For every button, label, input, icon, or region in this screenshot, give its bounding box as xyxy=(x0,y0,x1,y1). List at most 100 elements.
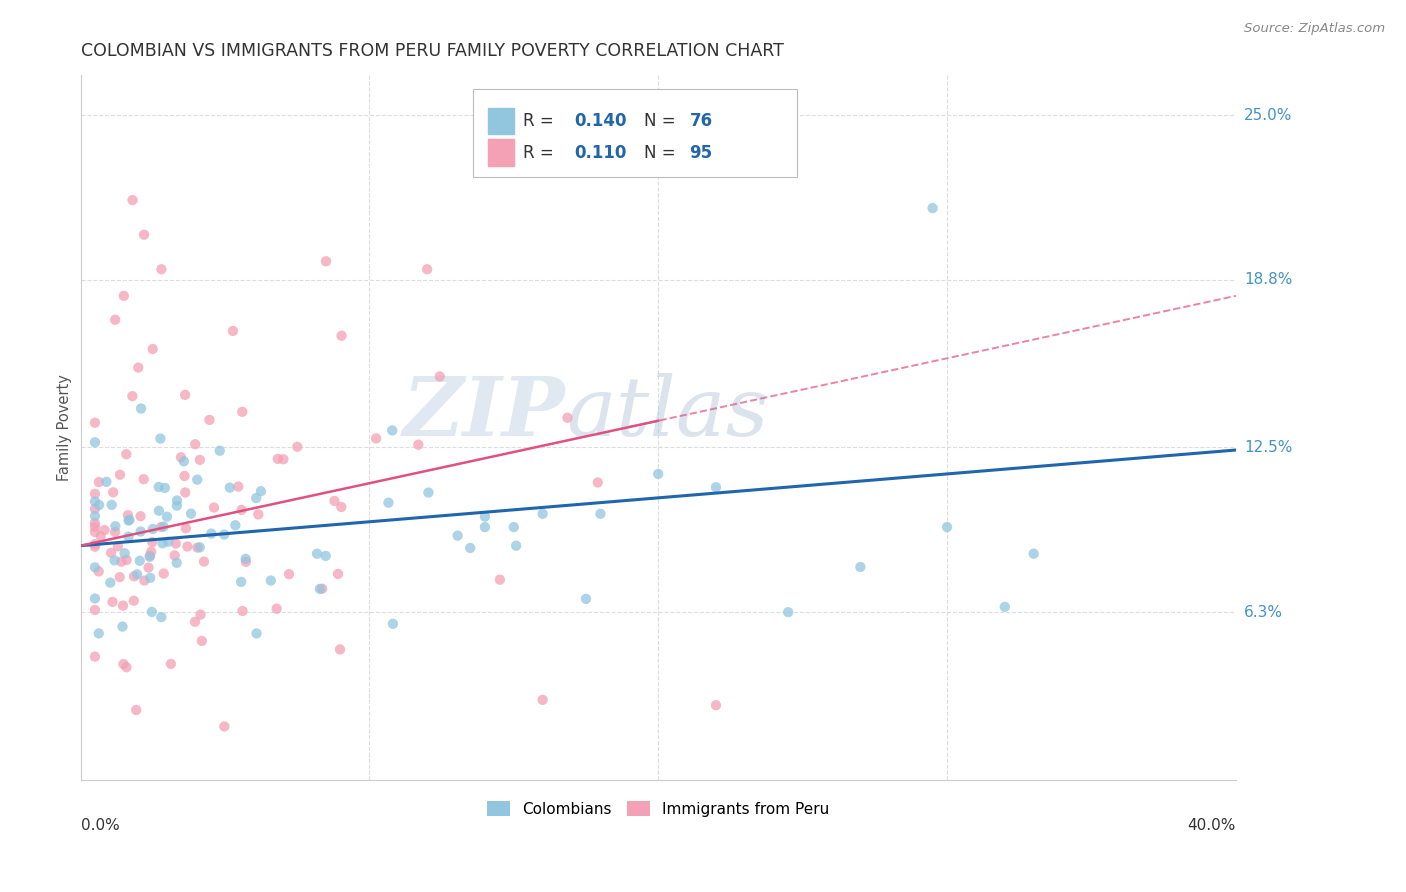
Point xyxy=(127,567,149,582)
Point xyxy=(458,541,481,555)
Text: atlas: atlas xyxy=(565,374,768,453)
Point xyxy=(112,289,135,303)
Point xyxy=(218,481,240,495)
Point xyxy=(129,524,152,539)
Point xyxy=(138,560,160,574)
Point xyxy=(104,525,127,540)
Point xyxy=(366,432,388,446)
Point xyxy=(84,501,107,516)
Point xyxy=(127,360,149,375)
Point xyxy=(122,569,145,583)
Point xyxy=(117,530,139,544)
Point xyxy=(315,549,337,563)
Text: ZIP: ZIP xyxy=(404,374,565,453)
Point xyxy=(84,416,107,430)
Point xyxy=(84,560,107,574)
Point xyxy=(134,574,156,588)
Point xyxy=(557,410,579,425)
Point xyxy=(84,591,107,606)
Point xyxy=(87,498,110,512)
Point xyxy=(849,560,872,574)
Point xyxy=(489,573,512,587)
Point xyxy=(84,508,107,523)
Point xyxy=(100,546,122,560)
Point xyxy=(505,539,527,553)
Point xyxy=(188,453,211,467)
Point xyxy=(142,522,165,536)
FancyBboxPatch shape xyxy=(474,89,797,178)
Point xyxy=(247,508,270,522)
Point xyxy=(309,582,332,596)
Text: 18.8%: 18.8% xyxy=(1244,272,1292,287)
Text: 0.110: 0.110 xyxy=(574,144,626,161)
Text: COLOMBIAN VS IMMIGRANTS FROM PERU FAMILY POVERTY CORRELATION CHART: COLOMBIAN VS IMMIGRANTS FROM PERU FAMILY… xyxy=(80,42,783,60)
Point xyxy=(125,703,148,717)
Point xyxy=(285,440,308,454)
Point xyxy=(704,480,727,494)
Point xyxy=(198,413,221,427)
Point xyxy=(921,201,943,215)
Text: 0.0%: 0.0% xyxy=(80,818,120,833)
Point xyxy=(416,262,439,277)
Point xyxy=(994,599,1017,614)
Point xyxy=(186,473,208,487)
Point xyxy=(191,634,214,648)
Point xyxy=(202,500,225,515)
Point xyxy=(112,657,135,671)
Point xyxy=(166,556,188,570)
Point xyxy=(149,432,172,446)
Point xyxy=(170,450,193,465)
Text: N =: N = xyxy=(644,112,681,130)
Point xyxy=(778,605,800,619)
Point xyxy=(408,438,430,452)
Bar xyxy=(488,108,513,135)
Point xyxy=(260,574,283,588)
Point xyxy=(163,549,186,563)
Point xyxy=(160,657,183,671)
Point xyxy=(245,491,267,505)
Point xyxy=(114,546,136,560)
Point xyxy=(100,498,122,512)
Point xyxy=(107,540,129,554)
Point xyxy=(90,529,112,543)
Point xyxy=(180,507,202,521)
Text: 95: 95 xyxy=(689,144,713,161)
Point xyxy=(184,437,207,451)
Point xyxy=(139,549,162,563)
Point xyxy=(165,536,187,550)
Point xyxy=(589,507,612,521)
Text: R =: R = xyxy=(523,112,560,130)
Text: 25.0%: 25.0% xyxy=(1244,108,1292,122)
Point xyxy=(704,698,727,713)
Point xyxy=(111,619,134,633)
Point xyxy=(152,536,174,550)
Point xyxy=(132,227,155,242)
Point xyxy=(84,494,107,508)
Point xyxy=(98,575,121,590)
Point xyxy=(96,475,118,489)
Point xyxy=(84,516,107,530)
Point xyxy=(315,254,337,268)
Point xyxy=(245,626,267,640)
Point xyxy=(141,545,163,559)
Point xyxy=(174,388,197,402)
Y-axis label: Family Poverty: Family Poverty xyxy=(58,374,72,481)
Point xyxy=(474,509,496,524)
Point xyxy=(231,574,253,589)
Text: Source: ZipAtlas.com: Source: ZipAtlas.com xyxy=(1244,22,1385,36)
Point xyxy=(84,520,107,534)
Point xyxy=(208,443,231,458)
Point xyxy=(110,555,132,569)
Point xyxy=(200,526,222,541)
Point xyxy=(326,566,349,581)
Point xyxy=(212,527,235,541)
Point xyxy=(936,520,959,534)
Point xyxy=(87,626,110,640)
Point xyxy=(115,447,138,461)
Point xyxy=(531,693,554,707)
Point xyxy=(84,487,107,501)
Point xyxy=(214,719,236,733)
Point xyxy=(150,262,173,277)
Text: R =: R = xyxy=(523,144,560,161)
Text: N =: N = xyxy=(644,144,681,161)
